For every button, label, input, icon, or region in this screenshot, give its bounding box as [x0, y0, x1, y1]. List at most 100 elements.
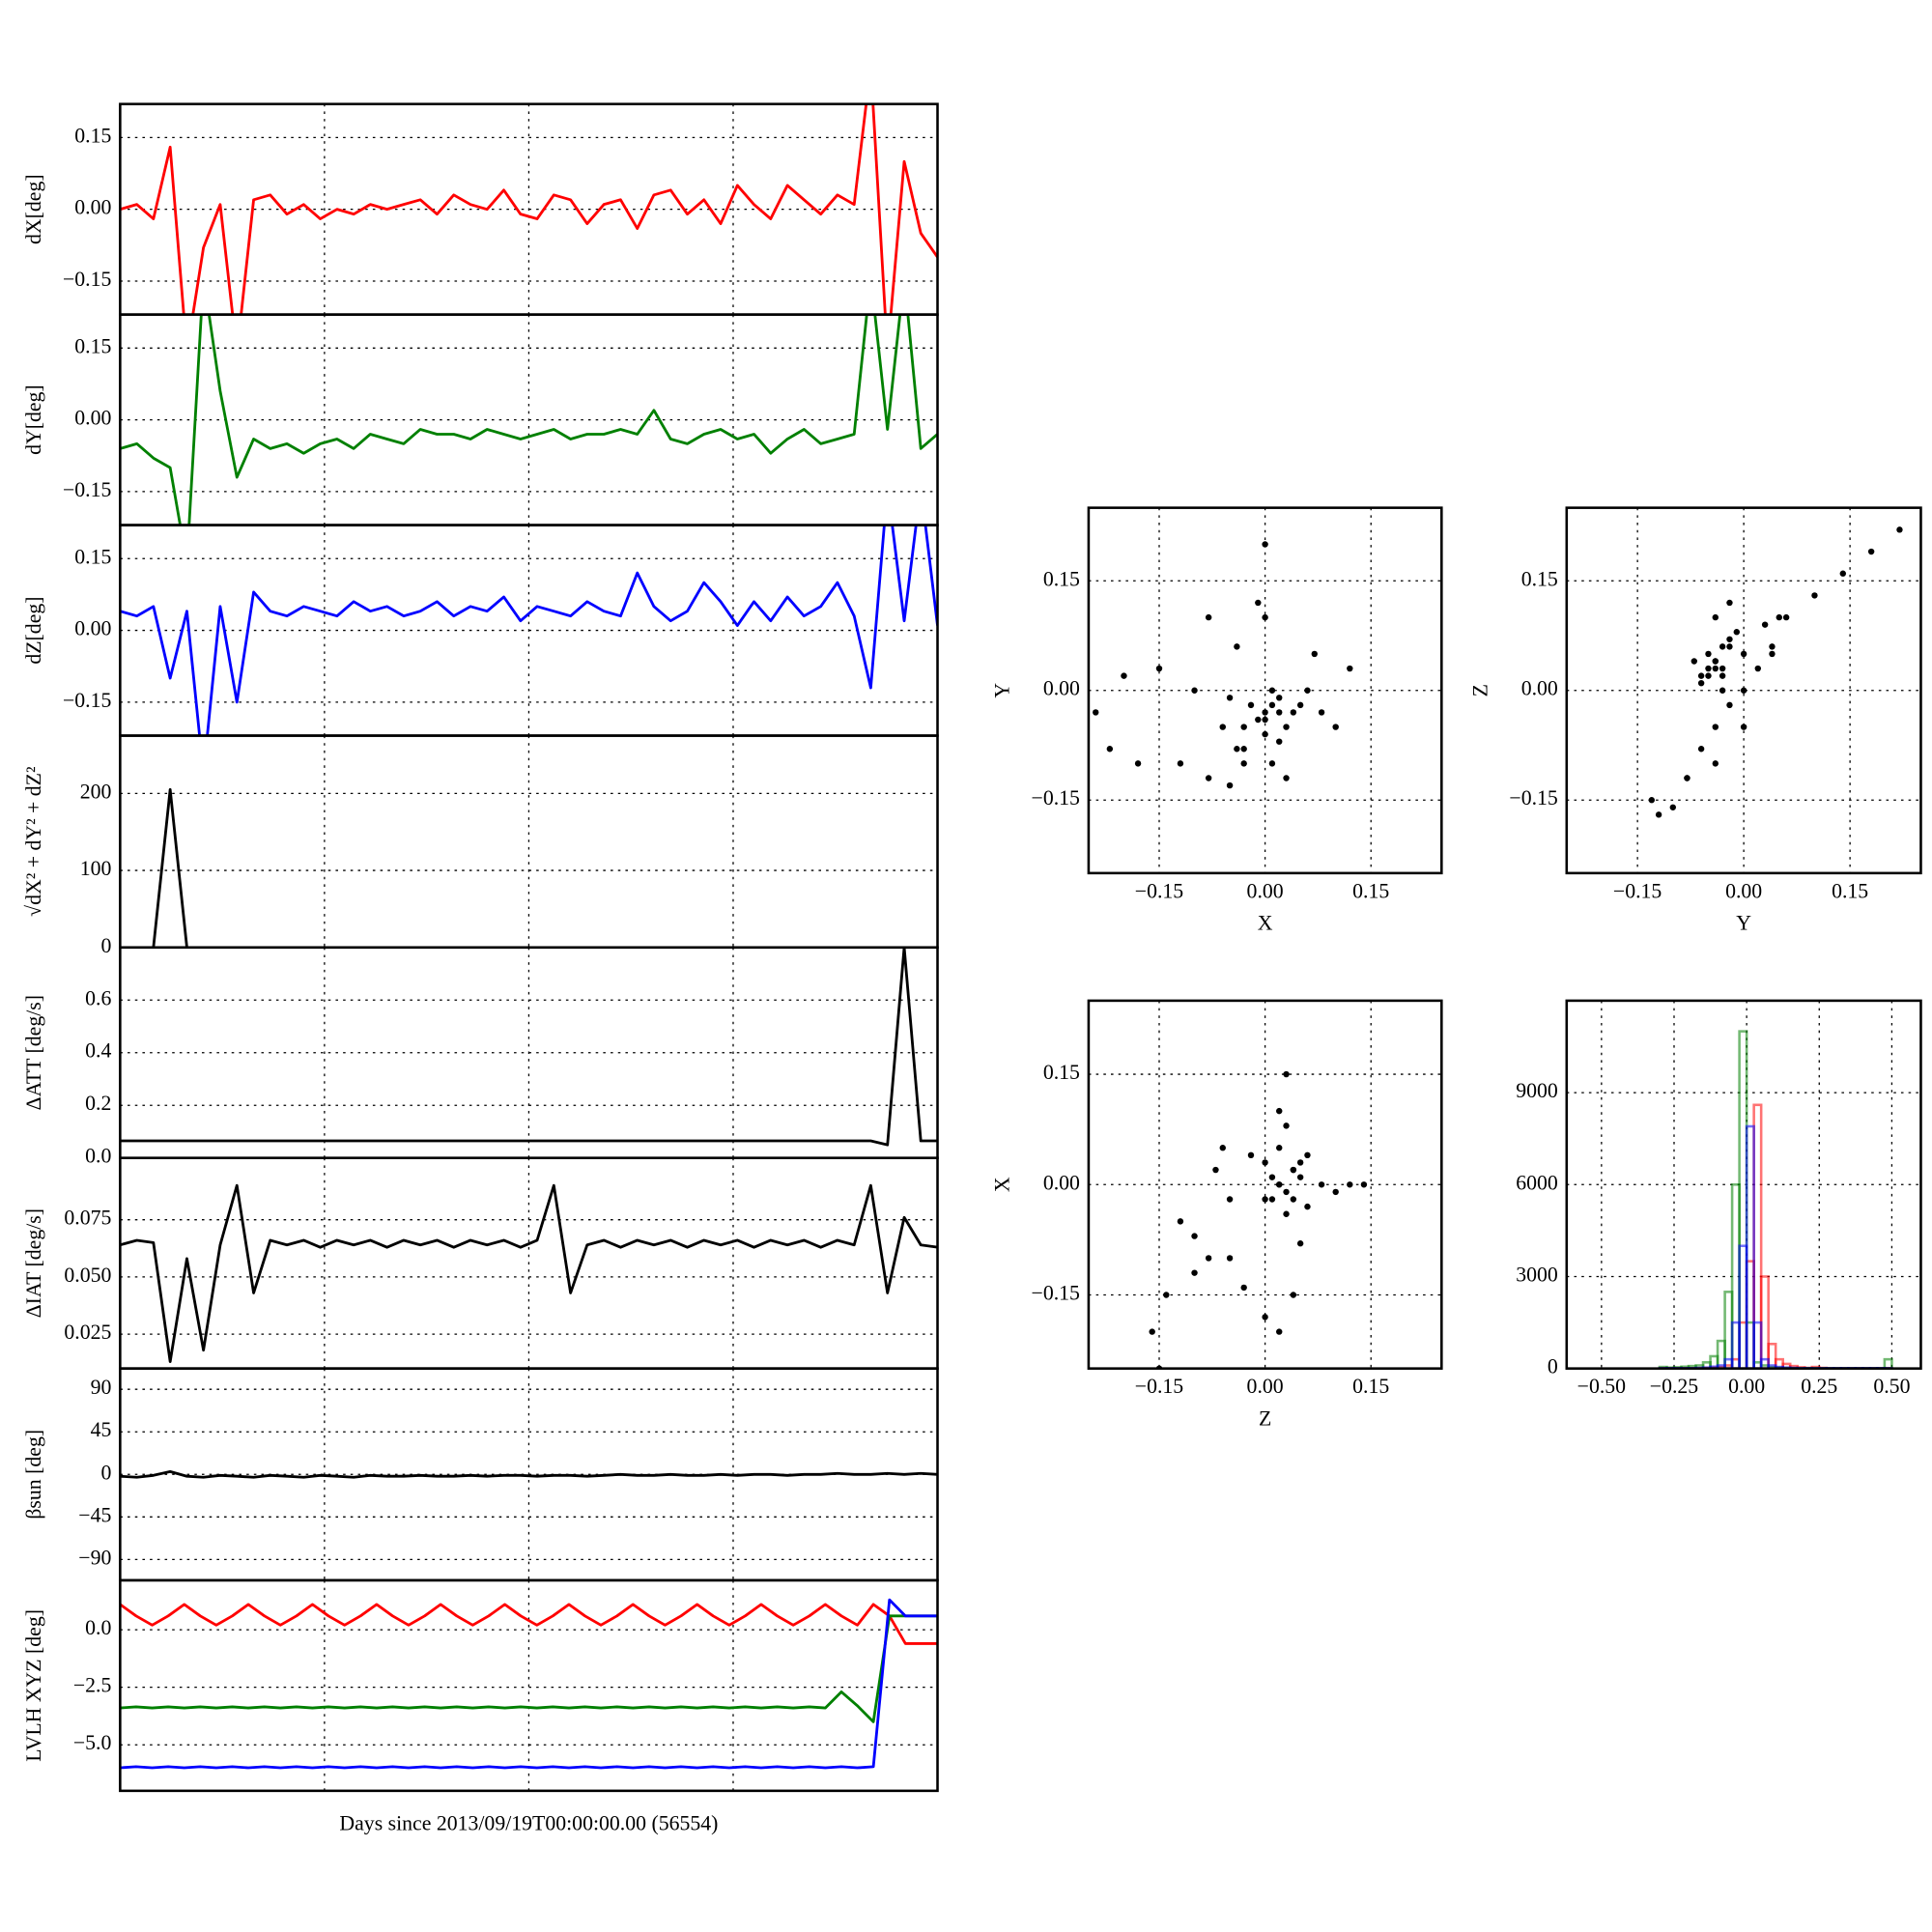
y-tick-label: 0.00	[74, 196, 111, 219]
y-tick-label: 0.00	[1043, 1171, 1080, 1194]
point	[1712, 724, 1719, 730]
point	[1360, 1181, 1368, 1188]
y-tick-label: 0.15	[1043, 567, 1080, 590]
point	[1276, 1181, 1283, 1188]
line	[120, 1469, 938, 1479]
x-tick-label: 0.15	[1352, 1375, 1389, 1398]
x-tick-label: 0.00	[1728, 1375, 1765, 1398]
point	[1283, 775, 1290, 781]
panel: −0.15 0.00 0.15 dZ[deg]	[22, 524, 939, 737]
x-axis-label: Y	[1736, 912, 1751, 935]
point	[1726, 643, 1733, 650]
point	[1318, 1181, 1325, 1188]
point	[1690, 658, 1697, 665]
point	[1268, 687, 1276, 694]
point	[1697, 679, 1705, 687]
plot-area	[1093, 541, 1353, 789]
y-tick-label: 0.0	[85, 1145, 111, 1168]
point	[1726, 636, 1733, 642]
point	[1719, 672, 1726, 679]
point	[1262, 1196, 1268, 1203]
point	[1240, 760, 1247, 767]
point	[1697, 672, 1705, 679]
point	[1719, 665, 1726, 672]
line	[120, 314, 938, 526]
point	[1296, 701, 1304, 709]
x-tick-label: 0.00	[1247, 1375, 1284, 1398]
point	[1896, 526, 1903, 533]
point	[1234, 643, 1240, 650]
point	[1726, 701, 1733, 709]
y-tick-label: −90	[78, 1546, 111, 1569]
axes-frame	[1087, 506, 1443, 875]
point	[1669, 804, 1677, 810]
y-axis-label: X	[991, 1177, 1014, 1192]
point	[1761, 621, 1769, 628]
point	[1296, 1240, 1304, 1247]
x-tick-label: 0.15	[1352, 879, 1389, 902]
x-axis-label: Z	[1259, 1407, 1271, 1431]
panel: −0.15 0.00 0.15 dY[deg]	[22, 313, 939, 526]
point	[1332, 1188, 1339, 1196]
y-tick-label: −0.15	[1032, 786, 1081, 810]
point	[1304, 1151, 1311, 1159]
y-tick-label: 0	[1548, 1355, 1558, 1378]
x-tick-label: −0.25	[1650, 1375, 1699, 1398]
axes-frame	[1565, 999, 1922, 1370]
x-tick-label: 0.00	[1247, 879, 1284, 902]
x-tick-label: −0.15	[1135, 879, 1184, 902]
point	[1740, 687, 1747, 694]
point	[1839, 570, 1846, 577]
point	[1247, 1151, 1255, 1159]
point	[1283, 1210, 1290, 1217]
y-tick-label: 0	[100, 934, 111, 957]
point	[1705, 665, 1712, 672]
y-axis-label: ΔIAT [deg/s]	[22, 1208, 45, 1318]
axes-frame	[119, 1578, 939, 1793]
point	[1226, 1255, 1234, 1262]
point	[1205, 775, 1212, 781]
point	[1268, 760, 1276, 767]
y-axis-label: Y	[991, 683, 1014, 698]
plot-area	[120, 103, 938, 315]
y-tick-label: 0.2	[85, 1092, 111, 1115]
y-tick-label: 0.00	[1043, 677, 1080, 700]
point	[1262, 709, 1268, 716]
line	[152, 787, 188, 948]
y-tick-label: 6000	[1516, 1171, 1558, 1194]
panel: −0.15 0.00 0.15 −0.15 0.00 0.15 Z Y	[1469, 506, 1922, 935]
point	[1219, 724, 1226, 730]
line	[120, 103, 938, 315]
y-tick-label: 0.15	[74, 545, 111, 568]
plot-area	[120, 525, 938, 736]
x-tick-label: 0.00	[1725, 879, 1762, 902]
point	[1262, 730, 1268, 738]
y-axis-label: Z	[1469, 684, 1492, 696]
y-tick-label: −0.15	[63, 689, 112, 712]
panel: −0.15 0.00 0.15 −0.15 0.00 0.15 Y X	[991, 506, 1443, 935]
point	[1290, 709, 1297, 716]
point	[1296, 1159, 1304, 1166]
line	[120, 1598, 938, 1770]
y-tick-label: 0.050	[64, 1264, 111, 1287]
point	[1311, 650, 1318, 658]
point	[1769, 650, 1776, 658]
point	[1811, 592, 1818, 599]
point	[1655, 811, 1662, 818]
point	[1733, 629, 1740, 636]
point	[1205, 613, 1212, 621]
y-tick-label: 0.4	[85, 1039, 111, 1063]
x-tick-label: 0.50	[1873, 1375, 1910, 1398]
point	[1290, 1196, 1297, 1203]
point	[1191, 1233, 1198, 1239]
point	[1276, 1328, 1283, 1335]
point	[1712, 760, 1719, 767]
point	[1283, 1122, 1290, 1129]
y-tick-label: −0.15	[63, 478, 112, 501]
point	[1121, 672, 1127, 679]
point	[1290, 1292, 1297, 1298]
x-tick-label: −0.50	[1577, 1375, 1627, 1398]
y-axis-label: LVLH XYZ [deg]	[22, 1609, 45, 1762]
point	[1347, 1181, 1353, 1188]
